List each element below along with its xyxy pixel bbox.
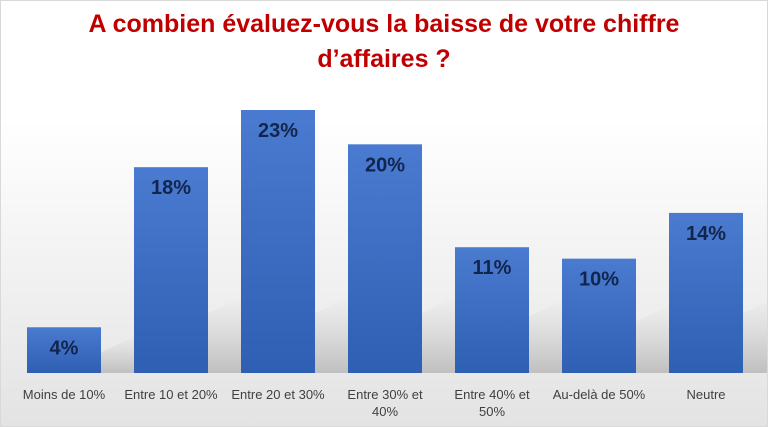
bar-shadow (315, 295, 353, 373)
data-label: 23% (258, 120, 298, 142)
bars (27, 110, 743, 373)
bar-shadow (636, 303, 674, 373)
bar (669, 212, 743, 373)
data-labels: 4% 18% 23% 20% 11% 10% 14% (50, 120, 727, 359)
bar-shadow (743, 301, 767, 373)
bar (455, 247, 529, 373)
category-label: Entre 20 et 30% (231, 387, 325, 402)
bar-shadows (101, 295, 767, 373)
category-label: Entre 30% et (347, 387, 423, 402)
data-label: 11% (473, 257, 512, 279)
chart-title: A combien évaluez-vous la baisse de votr… (88, 10, 680, 73)
bar (562, 258, 636, 373)
bar-shadow (529, 298, 567, 373)
data-label: 4% (50, 337, 79, 359)
category-label: Neutre (686, 387, 725, 402)
bar-shadow (101, 334, 139, 373)
category-label: Entre 40% et (454, 387, 530, 402)
bar (348, 144, 422, 373)
data-label: 18% (151, 177, 191, 199)
category-label: 40% (372, 404, 398, 419)
category-label: Entre 10 et 20% (124, 387, 218, 402)
data-label: 14% (686, 223, 726, 245)
category-label: Moins de 10% (23, 387, 106, 402)
bar (134, 167, 208, 373)
category-label: 50% (479, 404, 505, 419)
bar (27, 327, 101, 373)
bar-shadow (422, 295, 460, 373)
category-label: Au-delà de 50% (553, 387, 646, 402)
bar-shadow (208, 295, 246, 373)
category-labels: Moins de 10% Entre 10 et 20% Entre 20 et 3… (23, 387, 726, 419)
data-label: 10% (579, 269, 619, 291)
data-label: 20% (365, 154, 405, 176)
bar (241, 110, 315, 373)
